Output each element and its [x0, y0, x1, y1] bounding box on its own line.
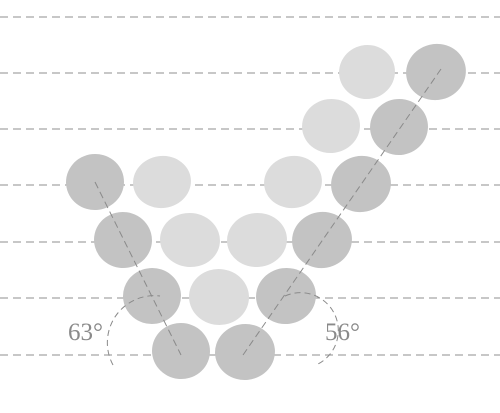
light-blob — [160, 212, 220, 268]
light-blob — [133, 155, 191, 209]
right-diagonal-line — [242, 68, 442, 356]
dark-blob — [292, 211, 352, 269]
dark-blob — [152, 322, 210, 380]
dark-blobs — [66, 43, 466, 381]
right-angle-label: 56° — [325, 319, 360, 346]
left-diagonal-line — [94, 181, 182, 356]
dark-blob — [406, 43, 466, 101]
angle-arcs — [106, 292, 339, 366]
dark-blob — [331, 155, 391, 213]
left-angle-arc — [106, 295, 161, 366]
dark-blob — [94, 211, 152, 269]
light-blob — [264, 155, 322, 209]
light-blob — [189, 268, 249, 326]
light-blob — [302, 98, 360, 154]
light-blobs — [133, 44, 395, 326]
light-blob — [227, 212, 287, 268]
dark-blob — [370, 98, 428, 156]
left-angle-label: 63° — [68, 319, 103, 346]
right-angle-arc — [284, 292, 339, 366]
light-blob — [339, 44, 395, 100]
diagonal-guides — [94, 68, 442, 356]
